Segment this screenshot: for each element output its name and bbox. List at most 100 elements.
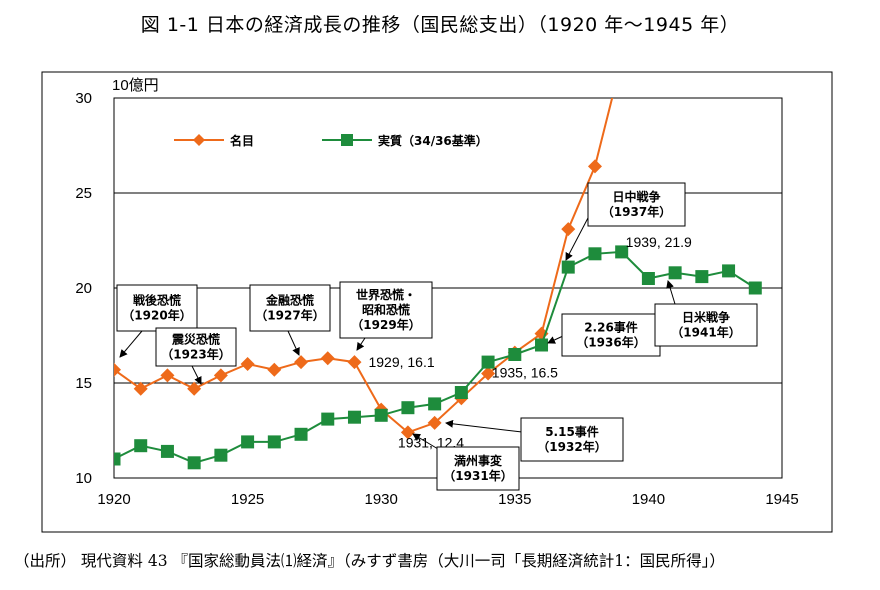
data-point: [454, 386, 468, 399]
data-point: [320, 351, 335, 366]
y-tick-label: 20: [75, 280, 92, 297]
data-point: [347, 355, 362, 370]
annotation-text: 世界恐慌・: [356, 287, 416, 302]
annotation-text: （1923年）: [161, 347, 230, 362]
data-point: [695, 270, 709, 284]
data-label: 1931, 12.4: [398, 434, 464, 450]
data-point: [114, 452, 121, 466]
data-point: [241, 435, 255, 449]
data-label: 1939, 21.9: [626, 234, 692, 250]
source-note: （出所） 現代資料 43 『国家総動員法⑴経済』（みすず書房（大川一司「長期経済…: [14, 552, 725, 570]
annotation-text: 震災恐慌: [172, 332, 220, 347]
legend-marker: [193, 134, 205, 146]
data-point: [160, 444, 174, 458]
annotation-text: 日米戦争: [682, 310, 730, 325]
x-tick-label: 1945: [765, 491, 798, 508]
annotation-text: 2.26事件: [584, 320, 638, 335]
data-point: [347, 410, 361, 424]
data-point: [722, 264, 736, 278]
data-point: [561, 222, 576, 237]
annotation-box: [249, 284, 331, 332]
data-point: [428, 397, 442, 411]
data-point: [187, 381, 202, 396]
annotation-text: 金融恐慌: [265, 293, 314, 308]
data-point: [134, 439, 148, 453]
annotation-box: [155, 327, 237, 367]
data-point: [294, 355, 309, 370]
annotation-box: [339, 281, 433, 339]
annotation-arrow: [191, 365, 202, 385]
annotation-arrow: [445, 419, 523, 433]
data-point: [588, 247, 602, 261]
x-tick-label: 1935: [498, 491, 531, 508]
y-tick-label: 10: [75, 470, 92, 487]
annotation-text: （1941年）: [671, 325, 740, 340]
annotation-callout: 日中戦争（1937年）: [565, 182, 686, 261]
x-tick-label: 1940: [632, 491, 665, 508]
data-point: [587, 159, 602, 174]
annotation-box: [116, 284, 198, 332]
annotation-callout: 世界恐慌・昭和恐慌（1929年）: [339, 281, 433, 351]
data-point: [267, 362, 282, 377]
data-point: [561, 260, 575, 274]
annotation-text: （1937年）: [602, 204, 671, 219]
annotation-arrow: [666, 280, 676, 305]
annotation-callout: 震災恐慌（1923年）: [155, 327, 237, 385]
data-point: [240, 357, 255, 371]
chart-frame: [41, 71, 833, 533]
annotation-arrow: [547, 335, 564, 344]
annotation-arrow: [412, 433, 439, 450]
data-point: [535, 338, 549, 352]
annotation-text: 満州事変: [454, 453, 503, 468]
data-point: [427, 415, 442, 430]
annotation-callout: 日米戦争（1941年）: [654, 280, 758, 347]
data-label: 1929, 16.1: [368, 354, 434, 370]
legend: 名目 実質（34/36基準）: [174, 133, 488, 148]
data-point: [160, 368, 175, 383]
data-label: 1935, 16.5: [492, 365, 558, 381]
annotation-callout: 金融恐慌（1927年）: [249, 284, 331, 356]
y-tick-label: 15: [75, 375, 92, 392]
data-point: [267, 435, 281, 449]
annotation-arrow: [356, 337, 366, 351]
annotation-box: [436, 446, 520, 491]
data-point: [615, 245, 629, 259]
annotation-text: （1936年）: [576, 335, 645, 350]
annotation-callout: 2.26事件（1936年）: [547, 313, 661, 357]
annotation-text: 5.15事件: [545, 424, 599, 439]
data-point: [321, 412, 335, 426]
y-tick-label: 25: [75, 185, 92, 202]
x-tick-label: 1930: [365, 491, 398, 508]
x-tick-label: 1920: [97, 491, 130, 508]
data-point: [641, 272, 655, 285]
data-point: [748, 281, 762, 295]
data-point: [508, 348, 522, 361]
legend-marker: [341, 134, 353, 146]
annotation-arrow: [287, 330, 300, 356]
data-point: [187, 456, 201, 470]
annotation-text: （1920年）: [122, 308, 191, 323]
annotation-text: 昭和恐慌: [362, 302, 410, 317]
annotation-box: [520, 417, 624, 462]
chart-title: 図 1-1 日本の経済成長の推移（国民総支出）（1920 年～1945 年）: [140, 14, 740, 36]
annotation-arrow: [565, 215, 590, 261]
annotation-text: （1931年）: [443, 468, 512, 483]
annotation-box: [587, 182, 686, 227]
data-point: [133, 381, 148, 396]
series-real: [114, 245, 762, 470]
annotation-box: [654, 303, 758, 347]
x-tick-label: 1925: [231, 491, 264, 508]
annotation-callout: 5.15事件（1932年）: [445, 417, 624, 462]
legend-label: 実質（34/36基準）: [378, 133, 488, 148]
annotation-text: （1929年）: [351, 317, 420, 332]
data-point: [481, 355, 495, 369]
data-point: [668, 266, 682, 280]
data-point: [114, 362, 121, 377]
annotation-text: 戦後恐慌: [133, 293, 181, 308]
annotation-callout: 戦後恐慌（1920年）: [116, 284, 198, 358]
annotation-text: 日中戦争: [612, 189, 660, 204]
annotation-callout: 満州事変（1931年）: [412, 433, 520, 491]
legend-label: 名目: [230, 133, 254, 148]
data-point: [213, 368, 228, 383]
